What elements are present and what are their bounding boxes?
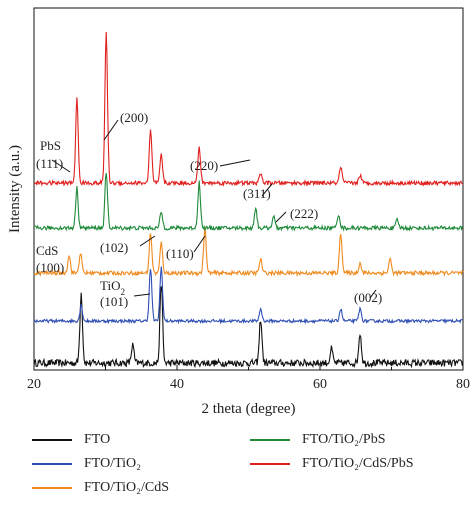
- annotation-leader-3: [261, 183, 273, 197]
- annotation-leader-5: [139, 235, 156, 247]
- legend-swatch: [250, 463, 290, 465]
- annotation-label-3: (220): [190, 158, 218, 173]
- annotation-label-1: (111): [36, 156, 63, 171]
- legend-swatch: [32, 439, 72, 441]
- legend-item-1: FTO/TiO₂: [32, 456, 141, 472]
- legend-swatch: [250, 439, 290, 441]
- series-line-0: [33, 286, 464, 369]
- x-tick-label-2: 60: [313, 377, 327, 392]
- annotation-label-12: (002): [354, 290, 382, 305]
- annotation-leader-7: [133, 293, 151, 297]
- annotation-leader-2: [219, 159, 251, 167]
- series-line-2: [33, 227, 464, 278]
- annotation-leader-4: [275, 211, 287, 223]
- series-line-1: [33, 266, 464, 325]
- legend-label: FTO: [84, 432, 111, 447]
- annotation-label-0: PbS: [40, 138, 61, 153]
- y-axis-title: Intensity (a.u.): [7, 145, 23, 233]
- legend-item-4: FTO/TiO₂/CdS/PbS: [250, 456, 414, 472]
- annotation-label-10: TiO2: [100, 278, 125, 297]
- legend-item-3: FTO/TiO₂/PbS: [250, 432, 386, 448]
- x-tick-label-3: 80: [456, 377, 470, 392]
- legend-label: FTO/TiO₂/PbS: [302, 432, 386, 447]
- annotation-label-6: CdS: [36, 243, 58, 258]
- legend-label: FTO/TiO₂/CdS/PbS: [302, 456, 414, 471]
- legend-swatch: [32, 487, 72, 489]
- annotation-leader-1: [103, 119, 119, 141]
- annotation-label-5: (222): [290, 206, 318, 221]
- x-axis-title: 2 theta (degree): [201, 401, 295, 417]
- annotation-leader-0: [51, 159, 71, 173]
- annotation-label-7: (100): [36, 260, 64, 275]
- annotation-label-8: (102): [100, 240, 128, 255]
- legend-label: FTO/TiO₂/CdS: [84, 480, 170, 495]
- legend: FTO FTO/TiO₂ FTO/TiO₂/CdS FTO/TiO₂/PbS FTO/T…: [32, 432, 472, 508]
- annotation-label-11: (101): [100, 294, 128, 309]
- series-line-4: [33, 31, 464, 187]
- legend-label: FTO/TiO₂: [84, 456, 142, 471]
- xrd-chart: 20 40 60 80 2 theta (degree) Intensity (a.u.)…: [7, 7, 470, 417]
- x-tick-label-0: 20: [27, 377, 41, 392]
- x-tick-label-1: 40: [170, 377, 184, 392]
- legend-item-0: FTO: [32, 432, 110, 448]
- annotation-leader-8: [369, 289, 377, 299]
- annotation-label-4: (311): [243, 186, 271, 201]
- annotation-label-2: (200): [120, 110, 148, 125]
- legend-swatch: [32, 463, 72, 465]
- series-line-3: [33, 173, 463, 232]
- legend-item-2: FTO/TiO₂/CdS: [32, 480, 169, 496]
- annotation-leader-6: [193, 235, 206, 253]
- annotation-label-9: (110): [166, 246, 194, 261]
